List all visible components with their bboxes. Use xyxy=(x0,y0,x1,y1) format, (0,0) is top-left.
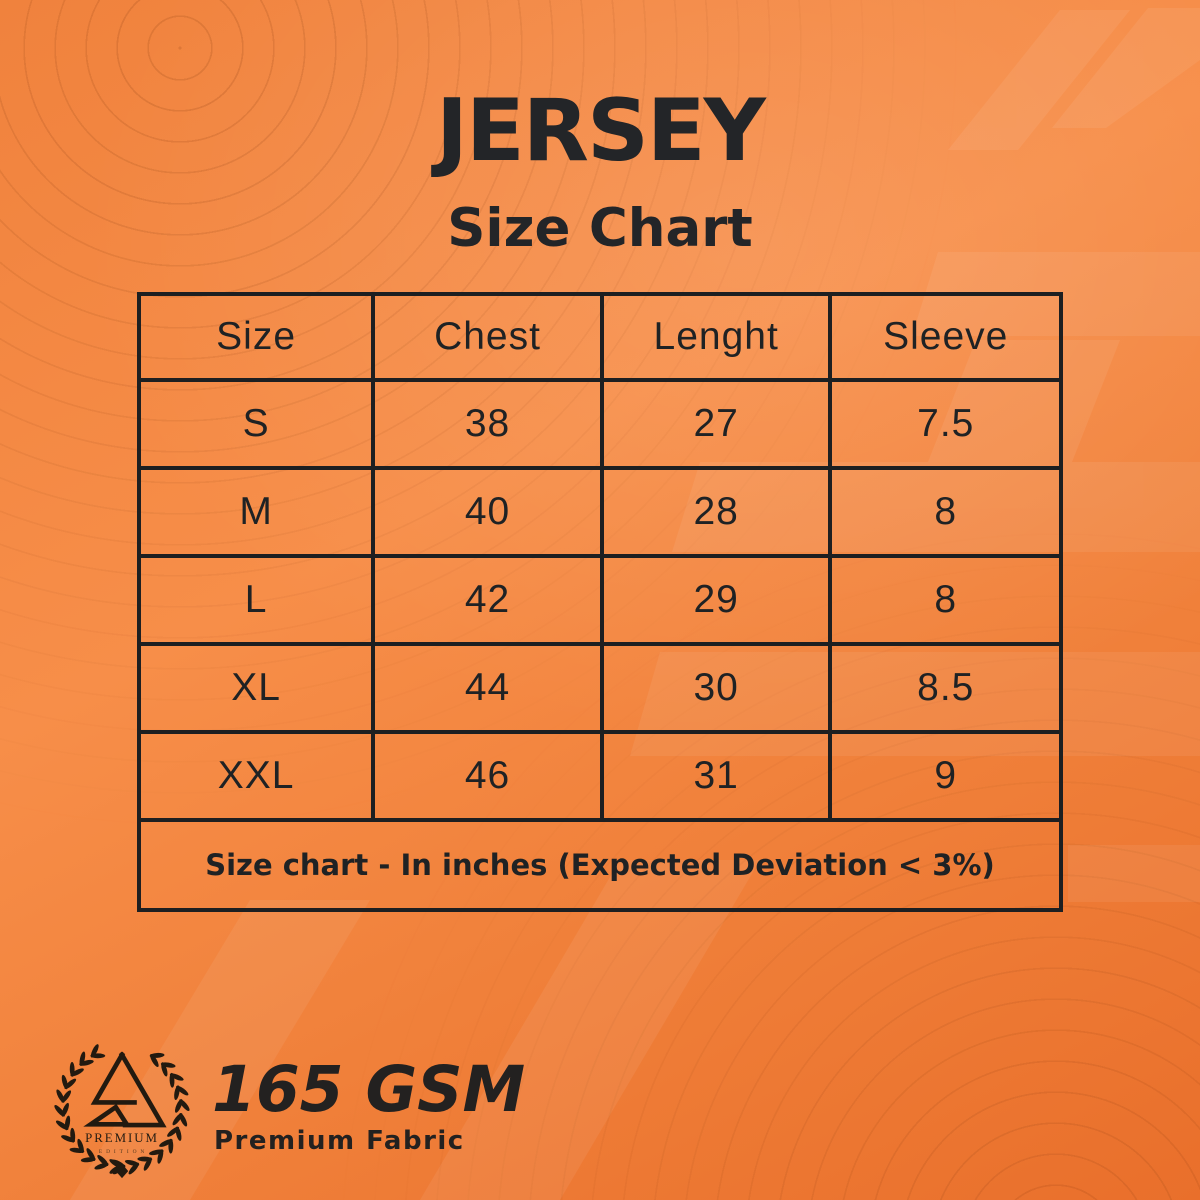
table-row: M 40 28 8 xyxy=(136,466,1063,558)
chest-cell: 40 xyxy=(371,466,604,558)
size-cell: XXL xyxy=(136,730,376,822)
sleeve-cell: 8 xyxy=(828,466,1063,558)
chest-cell: 46 xyxy=(371,730,604,822)
length-cell: 29 xyxy=(599,554,833,646)
page-title: JERSEY xyxy=(436,81,766,181)
premium-badge: PREMIUM EDITION xyxy=(54,1044,190,1179)
column-header-size: Size xyxy=(136,292,376,382)
table-row: XXL 46 31 9 xyxy=(136,730,1063,822)
sleeve-cell: 8.5 xyxy=(828,642,1063,734)
column-header-sleeve: Sleeve xyxy=(828,292,1063,382)
column-header-chest: Chest xyxy=(371,292,604,382)
fabric-label: Premium Fabric xyxy=(214,1126,465,1156)
triangle-monogram-icon xyxy=(83,1051,167,1128)
badge-edition-label: EDITION xyxy=(99,1149,148,1155)
table-note-row: Size chart - In inches (Expected Deviati… xyxy=(137,818,1063,912)
table-header-row: Size Chest Lenght Sleeve xyxy=(136,292,1063,382)
table-row: L 42 29 8 xyxy=(136,554,1063,646)
size-cell: XL xyxy=(136,642,376,734)
chest-cell: 42 xyxy=(371,554,604,646)
laurel-wreath-icon xyxy=(54,1044,190,1175)
length-cell: 31 xyxy=(599,730,833,822)
length-cell: 30 xyxy=(599,642,833,734)
size-chart-table: Size Chest Lenght Sleeve S 38 27 7.5 M 4… xyxy=(136,292,1063,912)
size-cell: M xyxy=(136,466,376,558)
length-cell: 28 xyxy=(599,466,833,558)
chest-cell: 44 xyxy=(371,642,604,734)
wreath-diamond-icon xyxy=(115,1164,129,1179)
gsm-value: 165 GSM xyxy=(212,1053,526,1126)
page-subtitle: Size Chart xyxy=(447,198,753,259)
table-note: Size chart - In inches (Expected Deviati… xyxy=(137,818,1063,912)
sleeve-cell: 7.5 xyxy=(828,378,1063,470)
sleeve-cell: 9 xyxy=(828,730,1063,822)
column-header-length: Lenght xyxy=(599,292,833,382)
size-cell: L xyxy=(136,554,376,646)
table-row: XL 44 30 8.5 xyxy=(136,642,1063,734)
length-cell: 27 xyxy=(599,378,833,470)
badge-premium-label: PREMIUM xyxy=(85,1131,159,1145)
sleeve-cell: 8 xyxy=(828,554,1063,646)
size-cell: S xyxy=(136,378,376,470)
table-row: S 38 27 7.5 xyxy=(136,378,1063,470)
chest-cell: 38 xyxy=(371,378,604,470)
